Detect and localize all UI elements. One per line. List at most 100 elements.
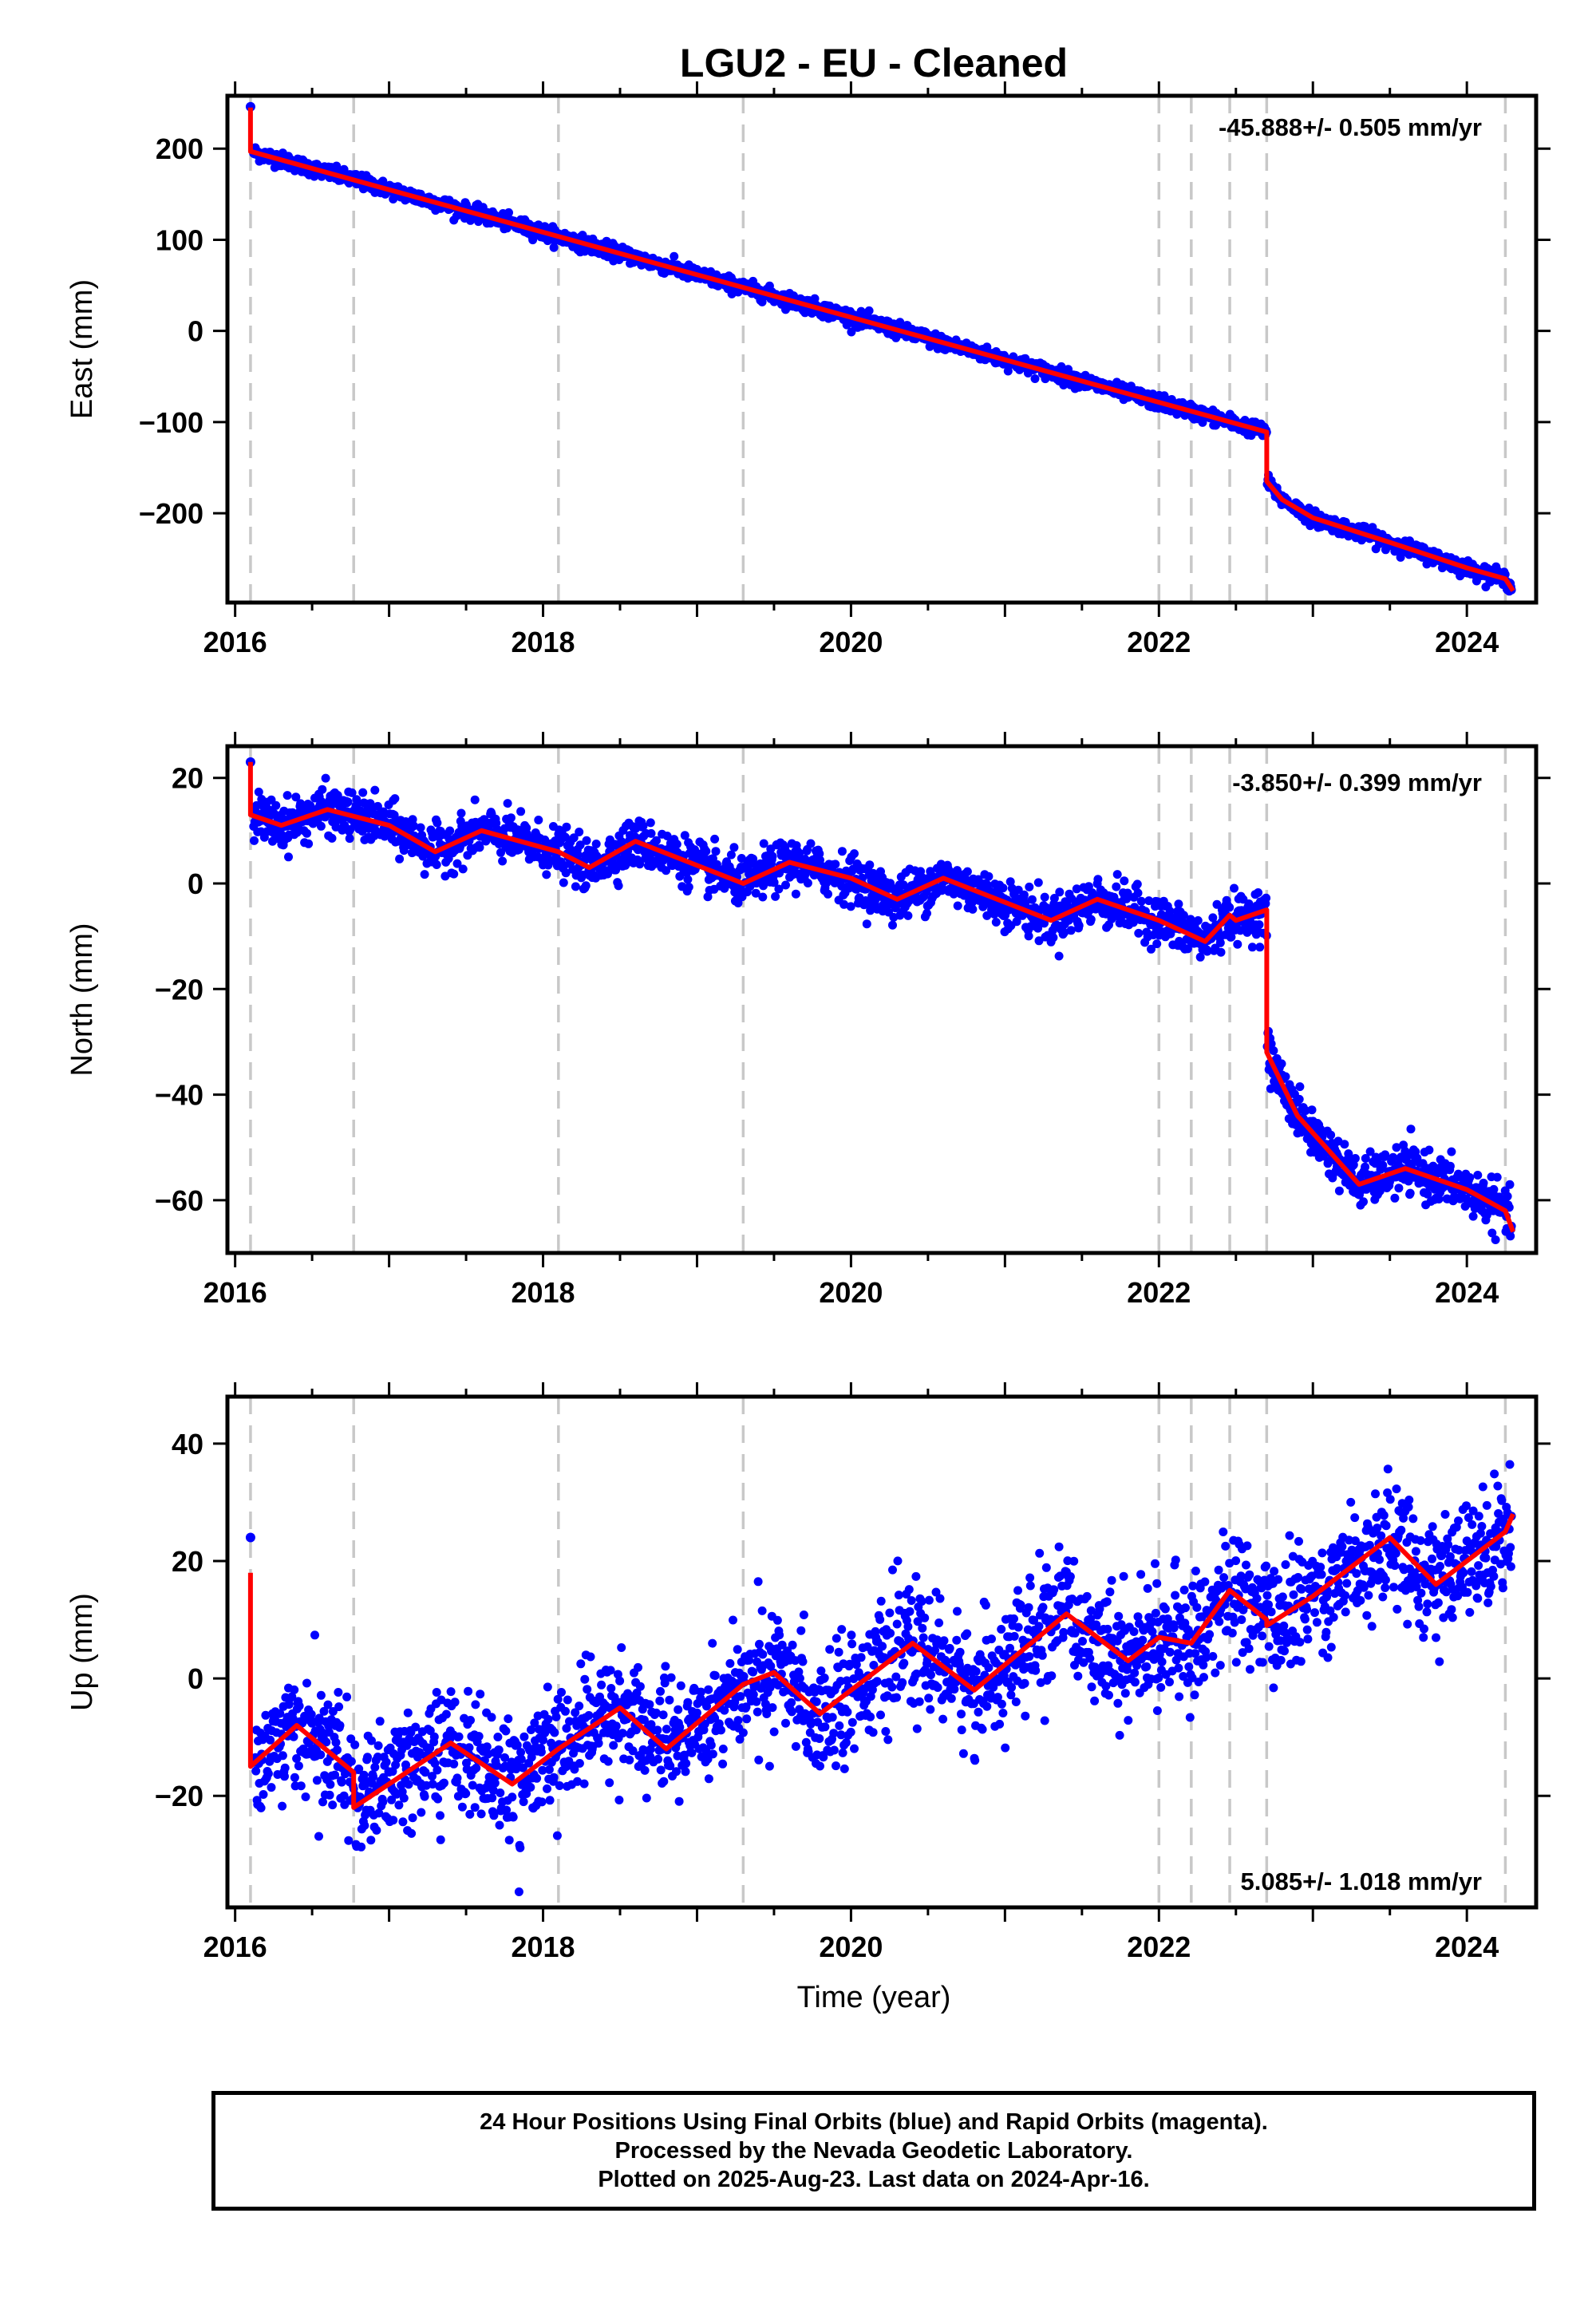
data-point xyxy=(267,1783,276,1792)
data-point xyxy=(1492,1172,1502,1182)
data-point xyxy=(1491,1235,1500,1244)
data-point xyxy=(450,1697,460,1707)
data-point xyxy=(316,1690,326,1700)
data-point xyxy=(375,1717,385,1726)
data-point xyxy=(549,243,559,252)
data-point xyxy=(701,847,711,856)
data-point xyxy=(304,839,314,848)
data-point xyxy=(282,791,292,800)
data-point xyxy=(1025,882,1034,891)
data-point xyxy=(1262,893,1271,903)
data-point xyxy=(476,1809,486,1819)
data-point xyxy=(646,828,656,838)
data-point xyxy=(1132,879,1142,889)
data-point xyxy=(310,1630,319,1640)
data-point xyxy=(472,1763,481,1773)
data-point xyxy=(504,1714,513,1724)
data-point xyxy=(672,840,681,849)
rate-label: -45.888+/- 0.505 mm/yr xyxy=(1219,113,1482,141)
data-point xyxy=(476,1690,485,1699)
data-point xyxy=(284,852,293,862)
data-point xyxy=(1086,915,1096,924)
data-point xyxy=(498,856,508,866)
data-point xyxy=(495,1820,504,1830)
data-point xyxy=(470,1803,480,1812)
data-point xyxy=(837,847,847,856)
data-point xyxy=(316,821,326,831)
y-tick-label: 100 xyxy=(156,223,203,256)
data-point xyxy=(420,870,429,879)
data-point xyxy=(334,1688,343,1697)
data-point xyxy=(366,1836,376,1845)
data-point xyxy=(296,1781,306,1791)
data-point xyxy=(331,1737,341,1747)
data-point xyxy=(312,1776,322,1785)
data-point xyxy=(316,1750,326,1760)
data-point xyxy=(344,1836,354,1845)
data-point xyxy=(781,880,790,890)
data-point xyxy=(962,867,972,876)
data-point xyxy=(251,800,261,810)
data-point xyxy=(1445,1161,1455,1171)
x-tick-label: 2016 xyxy=(203,626,267,658)
data-point xyxy=(831,860,840,869)
data-point xyxy=(259,1790,268,1799)
data-point xyxy=(850,849,859,859)
data-point xyxy=(1233,939,1242,949)
data-point xyxy=(847,327,856,337)
data-point xyxy=(358,788,368,797)
data-point xyxy=(1040,892,1049,902)
data-point xyxy=(458,864,468,874)
data-point xyxy=(1254,888,1263,897)
data-point xyxy=(332,161,342,171)
data-point xyxy=(1027,895,1037,904)
data-point xyxy=(1465,1173,1475,1182)
data-point xyxy=(347,788,357,797)
data-point xyxy=(403,1708,413,1717)
data-point xyxy=(503,799,512,808)
data-point xyxy=(441,1709,451,1719)
data-point xyxy=(824,889,832,899)
data-point xyxy=(1447,1147,1456,1156)
data-point xyxy=(408,815,417,824)
data-point xyxy=(1215,938,1225,947)
data-point xyxy=(646,818,655,828)
data-point xyxy=(372,1825,381,1835)
data-point xyxy=(417,1808,426,1817)
data-point xyxy=(1225,903,1235,912)
data-point xyxy=(399,1793,409,1803)
data-point xyxy=(1381,1150,1390,1160)
data-point xyxy=(433,1765,442,1775)
data-point xyxy=(562,822,571,832)
data-point xyxy=(278,1751,287,1761)
data-point xyxy=(470,795,480,804)
data-point xyxy=(390,794,400,804)
x-tick-label: 2022 xyxy=(1127,1276,1191,1309)
data-point xyxy=(1019,890,1029,899)
data-point xyxy=(1216,947,1226,957)
data-point xyxy=(487,1713,496,1722)
data-point xyxy=(581,881,591,891)
data-point xyxy=(378,1797,388,1807)
data-point xyxy=(1174,899,1183,909)
data-point xyxy=(457,1802,467,1812)
data-point xyxy=(263,1769,273,1778)
data-point xyxy=(1269,1046,1278,1055)
data-point xyxy=(1030,374,1040,383)
data-point xyxy=(903,911,913,920)
data-point xyxy=(436,1835,445,1844)
data-point xyxy=(493,1733,503,1741)
rate-label: -3.850+/- 0.399 mm/yr xyxy=(1232,769,1482,796)
data-point xyxy=(254,787,263,796)
data-point xyxy=(1049,933,1058,943)
data-point xyxy=(278,1801,287,1811)
data-point xyxy=(501,1726,511,1736)
data-point xyxy=(1405,1188,1415,1198)
data-point xyxy=(504,207,513,217)
data-point xyxy=(369,1772,378,1781)
x-tick-label: 2020 xyxy=(819,626,883,658)
data-point xyxy=(454,1732,464,1741)
data-point xyxy=(420,1792,429,1801)
